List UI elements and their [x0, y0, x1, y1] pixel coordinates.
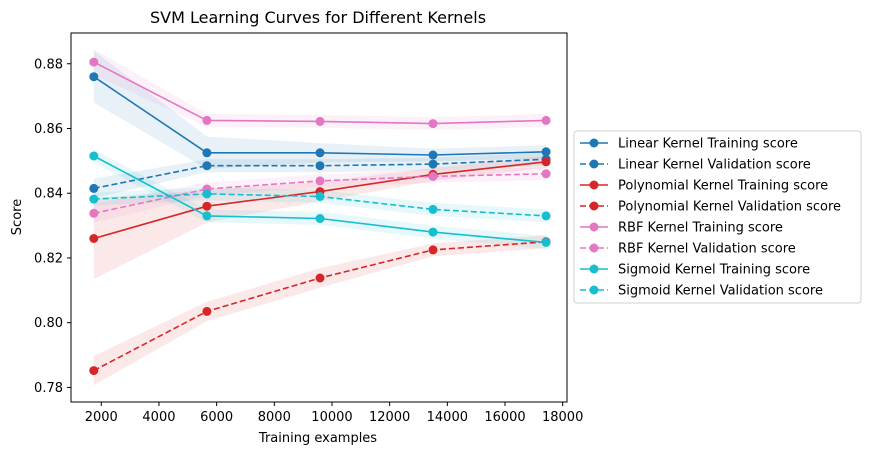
x-tick-label-0: 2000 — [85, 410, 118, 425]
band-series-0 — [93, 50, 547, 169]
point-series-7-1 — [202, 189, 212, 199]
legend-marker-4 — [589, 222, 599, 232]
legend-marker-2 — [589, 180, 599, 190]
x-tick-label-3: 8000 — [258, 410, 291, 425]
point-series-1-0 — [89, 183, 99, 193]
point-series-4-4 — [541, 115, 551, 125]
point-series-4-2 — [315, 116, 325, 126]
point-series-6-2 — [315, 214, 325, 223]
legend-marker-7 — [589, 285, 599, 295]
point-series-6-3 — [428, 227, 438, 237]
legend-label-2: Polynomial Kernel Training score — [618, 179, 828, 194]
legend-box — [573, 130, 862, 304]
x-tick-label-8: 18000 — [542, 410, 583, 425]
point-series-5-4 — [541, 169, 551, 179]
plot-frame — [70, 32, 568, 403]
point-series-6-1 — [202, 211, 212, 221]
point-series-1-2 — [315, 161, 325, 171]
legend-label-4: RBF Kernel Training score — [618, 221, 783, 236]
x-axis-label: Training examples — [258, 431, 377, 446]
band-series-2 — [93, 156, 547, 279]
point-series-7-4 — [541, 211, 551, 221]
x-tick-label-7: 16000 — [484, 410, 525, 425]
point-series-0-1 — [202, 148, 212, 158]
legend-marker-3 — [589, 201, 599, 211]
x-tick-label-1: 4000 — [142, 410, 175, 425]
point-series-3-2 — [315, 273, 325, 283]
line-series-3 — [93, 241, 547, 372]
y-tick-label-5: 0.88 — [34, 57, 63, 72]
legend-label-1: Linear Kernel Validation score — [618, 158, 811, 173]
series-markers — [89, 57, 551, 376]
x-axis-ticks: 2000 4000 6000 8000 10000 12000 14000 16000 1800… — [85, 402, 583, 425]
y-tick-label-2: 0.82 — [34, 251, 63, 266]
point-series-0-4 — [541, 147, 551, 157]
point-series-4-0 — [89, 57, 99, 67]
point-series-2-0 — [89, 234, 99, 243]
band-series-5 — [93, 167, 547, 223]
legend-label-3: Polynomial Kernel Validation score — [618, 200, 841, 215]
point-series-1-3 — [428, 159, 438, 169]
legend-marker-5 — [589, 243, 599, 253]
y-axis-ticks: 0.78 0.80 0.82 0.84 0.86 0.88 — [34, 57, 71, 396]
y-tick-label-0: 0.78 — [34, 381, 63, 396]
y-tick-label-3: 0.84 — [34, 187, 63, 202]
point-series-4-3 — [428, 119, 438, 129]
point-series-5-0 — [89, 208, 99, 218]
point-series-2-4 — [541, 157, 551, 167]
point-series-7-2 — [315, 192, 325, 201]
chart-title: SVM Learning Curves for Different Kernel… — [150, 8, 486, 27]
point-series-7-3 — [428, 204, 438, 214]
legend-marker-1 — [589, 159, 599, 169]
point-series-6-4 — [541, 237, 551, 247]
legend-label-6: Sigmoid Kernel Training score — [618, 263, 810, 278]
point-series-6-0 — [89, 151, 99, 161]
point-series-2-1 — [202, 201, 212, 211]
point-series-4-1 — [202, 115, 212, 125]
point-series-0-0 — [89, 72, 99, 82]
point-series-3-1 — [202, 306, 212, 316]
point-series-1-1 — [202, 161, 212, 171]
point-series-7-0 — [89, 194, 99, 204]
legend-label-5: RBF Kernel Validation score — [618, 242, 796, 257]
point-series-3-0 — [89, 366, 99, 376]
point-series-0-2 — [315, 148, 325, 158]
legend: Linear Kernel Training score Linear Kerne… — [573, 130, 862, 304]
point-series-3-3 — [428, 245, 438, 255]
y-tick-label-1: 0.80 — [34, 316, 63, 331]
legend-label-0: Linear Kernel Training score — [618, 137, 798, 152]
x-tick-label-2: 6000 — [200, 410, 233, 425]
y-tick-label-4: 0.86 — [34, 122, 63, 137]
band-series-3 — [93, 235, 547, 386]
y-axis-label: Score — [10, 199, 25, 235]
x-tick-label-6: 14000 — [427, 410, 468, 425]
legend-marker-6 — [589, 264, 599, 274]
legend-label-7: Sigmoid Kernel Validation score — [618, 284, 823, 299]
legend-marker-0 — [589, 138, 599, 148]
x-tick-label-4: 10000 — [311, 410, 352, 425]
point-series-0-3 — [428, 150, 438, 160]
point-series-5-3 — [428, 171, 438, 181]
x-tick-label-5: 12000 — [369, 410, 410, 425]
point-series-5-2 — [315, 176, 325, 186]
